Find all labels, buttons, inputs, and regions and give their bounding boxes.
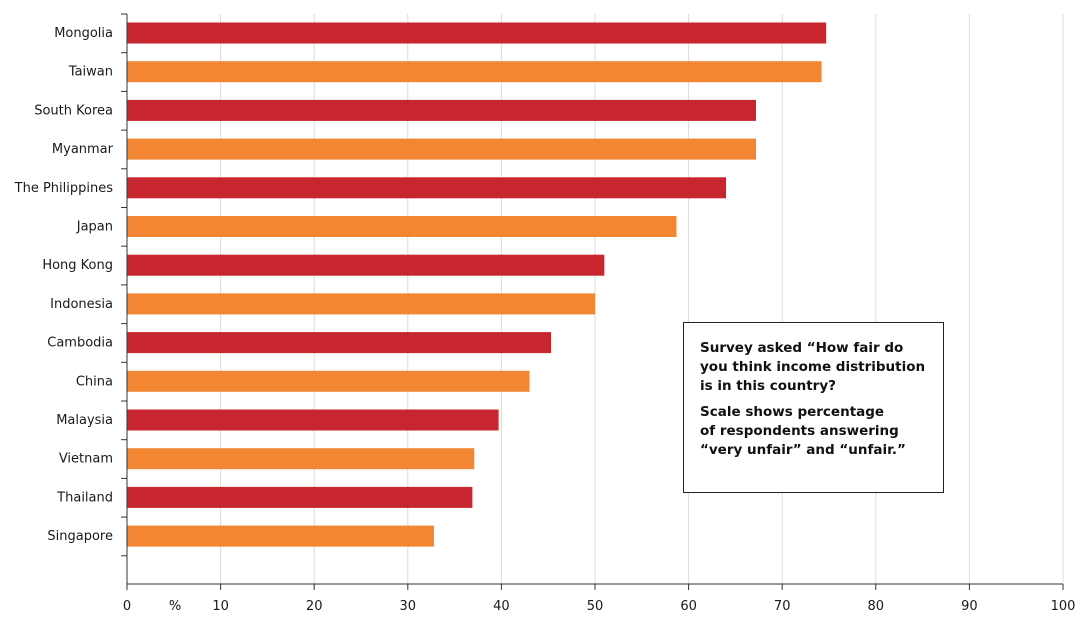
x-tick-label: 100 [1051, 599, 1075, 614]
bars [127, 22, 827, 547]
bar [127, 216, 677, 237]
bar [127, 409, 499, 431]
bar [127, 486, 473, 508]
category-label: The Philippines [14, 181, 114, 196]
bar [127, 525, 435, 547]
category-label: Taiwan [68, 65, 113, 80]
bar [127, 448, 475, 470]
x-tick-label: 40 [493, 599, 510, 614]
category-label: Indonesia [50, 297, 113, 312]
x-tick-label: 30 [400, 599, 417, 614]
x-tick-label: 90 [961, 599, 978, 614]
bar [127, 370, 530, 392]
axes [121, 13, 1064, 590]
x-tick-label: 20 [306, 599, 323, 614]
x-tick-labels: 0 10 20 30 40 50 60 70 80 90 100 [123, 599, 1075, 614]
category-label: Japan [76, 220, 113, 235]
category-label: Cambodia [47, 336, 113, 351]
x-tick-label: 10 [212, 599, 229, 614]
bar [127, 61, 822, 83]
x-tick-label: 70 [774, 599, 791, 614]
category-label: South Korea [34, 103, 113, 118]
bar [127, 254, 605, 276]
x-tick-label: 80 [868, 599, 885, 614]
category-labels: Mongolia Taiwan South Korea Myanmar The Phil… [14, 26, 114, 544]
x-tick-label: 60 [680, 599, 697, 614]
category-label: Singapore [47, 529, 113, 544]
x-tick-label: 0 [123, 599, 131, 614]
bar [127, 293, 595, 315]
bar [127, 138, 756, 160]
category-label: Myanmar [52, 142, 114, 157]
x-unit-label: % [169, 599, 181, 614]
category-label: Hong Kong [42, 258, 113, 273]
category-label: Thailand [56, 490, 113, 505]
bar [127, 332, 552, 354]
x-tick-label: 50 [587, 599, 604, 614]
category-label: Vietnam [59, 452, 113, 467]
category-label: Malaysia [56, 413, 113, 428]
category-label: China [76, 374, 113, 389]
bar [127, 99, 756, 121]
category-label: Mongolia [54, 26, 113, 41]
annotation-question: Survey asked “How fair do you think inco… [700, 340, 926, 394]
annotation-scale-note: Scale shows percentage of respondents an… [700, 404, 906, 458]
bar [127, 22, 827, 44]
annotation-box: Survey asked “How fair do you think inco… [683, 322, 944, 493]
bar [127, 177, 727, 199]
